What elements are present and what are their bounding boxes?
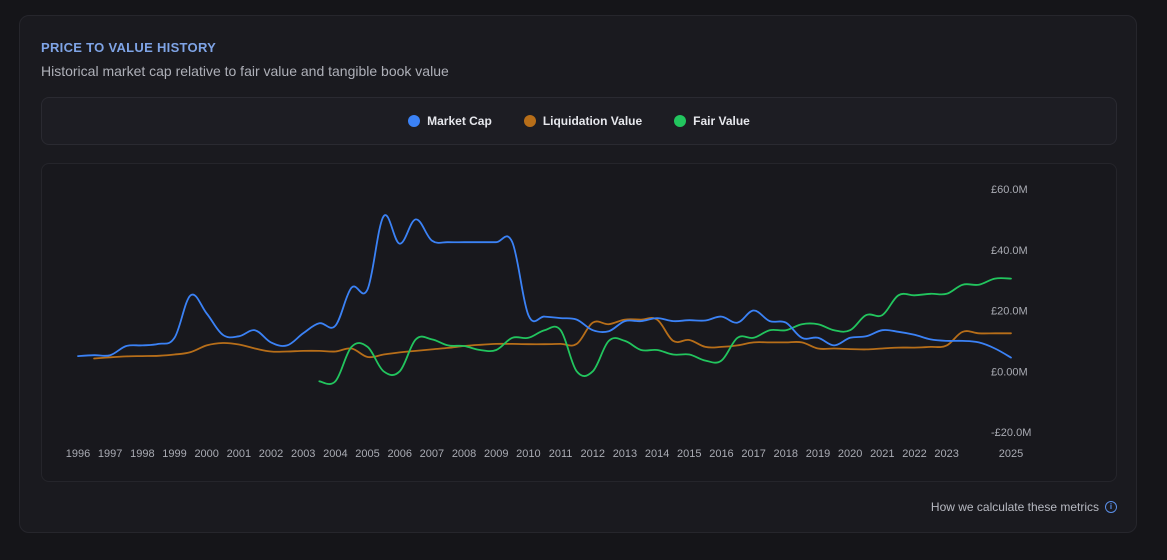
legend-item-liquidation-value[interactable]: Liquidation Value [523,114,643,128]
x-tick-label: 2012 [581,448,605,460]
x-tick-label: 2008 [452,448,476,460]
chart-legend: Market Cap Liquidation Value Fair Value [41,97,1117,145]
x-tick-label: 2011 [549,448,573,460]
x-tick-label: 2004 [323,448,347,460]
series-line-market-cap[interactable] [77,214,1012,359]
x-tick-label: 2002 [259,448,283,460]
line-chart[interactable]: £60.0M £40.0M £20.0M £0.00M -£20.0M 1996 1997 1… [42,164,1117,482]
x-tick-label: 1996 [66,448,90,460]
x-tick-label: 1999 [162,448,186,460]
card-title: PRICE TO VALUE HISTORY [41,40,217,55]
chart-area[interactable]: £60.0M £40.0M £20.0M £0.00M -£20.0M 1996 1997 1… [41,163,1117,482]
x-tick-label: 2010 [516,448,540,460]
x-tick-label: 2016 [709,448,733,460]
x-tick-label: 2005 [355,448,379,460]
calculation-link-label[interactable]: How we calculate these metrics [930,500,1099,514]
series-line-liquidation-value[interactable] [93,317,1012,360]
y-tick-label: £0.00M [991,366,1028,378]
x-tick-label: 2022 [902,448,926,460]
x-tick-label: 2003 [291,448,315,460]
x-tick-label: 2009 [484,448,508,460]
y-tick-label: £20.0M [991,306,1028,318]
x-tick-label: 1998 [130,448,154,460]
x-tick-label: 2018 [774,448,798,460]
price-to-value-card: PRICE TO VALUE HISTORY Historical market… [19,15,1137,533]
card-subtitle: Historical market cap relative to fair v… [41,63,449,79]
series-line-fair-value[interactable] [318,277,1012,385]
x-tick-label: 2006 [387,448,411,460]
y-tick-label: £60.0M [991,184,1028,196]
y-tick-label: -£20.0M [991,427,1031,439]
x-tick-label: 2021 [870,448,894,460]
x-tick-label: 2013 [613,448,637,460]
legend-label-fair-value: Fair Value [693,114,750,128]
y-tick-label: £40.0M [991,245,1028,257]
info-icon[interactable]: i [1105,501,1117,513]
legend-dot-liquidation-value [523,115,536,127]
x-tick-label: 2007 [420,448,444,460]
x-tick-label: 2014 [645,448,669,460]
legend-item-fair-value[interactable]: Fair Value [674,114,750,128]
legend-item-market-cap[interactable]: Market Cap [408,114,492,128]
calculation-link[interactable]: How we calculate these metrics i [931,500,1117,514]
x-tick-label: 2015 [677,448,701,460]
x-tick-label: 2020 [838,448,862,460]
legend-dot-fair-value [674,115,687,127]
x-tick-label: 2025 [999,448,1023,460]
x-tick-label: 2000 [194,448,218,460]
legend-label-liquidation-value: Liquidation Value [542,114,643,128]
legend-dot-market-cap [408,115,421,127]
x-tick-label: 2001 [227,448,251,460]
x-tick-label: 2023 [934,448,958,460]
legend-label-market-cap: Market Cap [427,114,492,128]
x-tick-label: 1997 [98,448,122,460]
x-tick-label: 2019 [806,448,830,460]
x-tick-label: 2017 [741,448,765,460]
